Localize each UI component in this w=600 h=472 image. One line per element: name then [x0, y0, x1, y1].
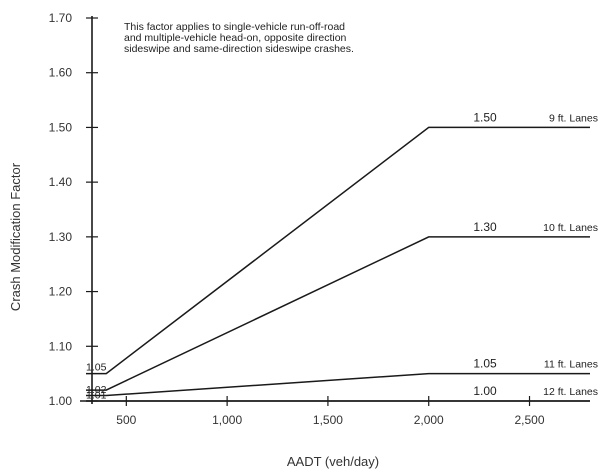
series-name-label: 12 ft. Lanes [543, 386, 598, 398]
x-tick-label: 2,500 [515, 413, 545, 427]
axes: 1.00 1.10 1.20 1.30 1.40 1.50 1.60 1.70 500 1,000… [49, 11, 590, 427]
x-tick-label: 2,000 [414, 413, 444, 427]
y-tick-label: 1.40 [49, 175, 73, 189]
y-tick-label: 1.20 [49, 285, 73, 299]
series-line [86, 236, 590, 391]
series-lines [86, 126, 590, 402]
y-tick-label: 1.70 [49, 11, 73, 25]
note-line: sideswipe and same-direction sideswipe c… [124, 43, 354, 55]
series-line [86, 126, 590, 375]
series-name-label: 9 ft. Lanes [549, 112, 598, 124]
x-tick-label: 1,500 [313, 413, 343, 427]
y-tick-label: 1.00 [49, 394, 73, 408]
applicability-note: This factor applies to single-vehicle ru… [124, 21, 354, 55]
y-tick-label: 1.60 [49, 66, 73, 80]
series-end-value-label: 1.50 [473, 110, 497, 124]
series-start-value-label: 1.05 [86, 362, 107, 374]
series-name-label: 10 ft. Lanes [543, 222, 598, 234]
note-line: and multiple-vehicle head-on, opposite d… [124, 32, 347, 44]
series-line [86, 372, 590, 397]
note-line: This factor applies to single-vehicle ru… [124, 21, 345, 33]
series-end-value-label: 1.00 [473, 384, 497, 398]
y-tick-label: 1.30 [49, 230, 73, 244]
y-tick-label: 1.50 [49, 120, 73, 134]
series-end-value-label: 1.30 [473, 220, 497, 234]
y-tick-label: 1.10 [49, 339, 73, 353]
y-axis-title: Crash Modification Factor [8, 162, 23, 311]
series-end-value-label: 1.05 [473, 357, 497, 371]
x-axis-title: AADT (veh/day) [287, 454, 379, 469]
x-tick-label: 1,000 [212, 413, 242, 427]
series-start-value-label: 1.01 [86, 390, 107, 402]
series-name-label: 11 ft. Lanes [544, 359, 598, 371]
x-tick-label: 500 [116, 413, 136, 427]
series-start-value-label: 1.02 [86, 384, 107, 396]
